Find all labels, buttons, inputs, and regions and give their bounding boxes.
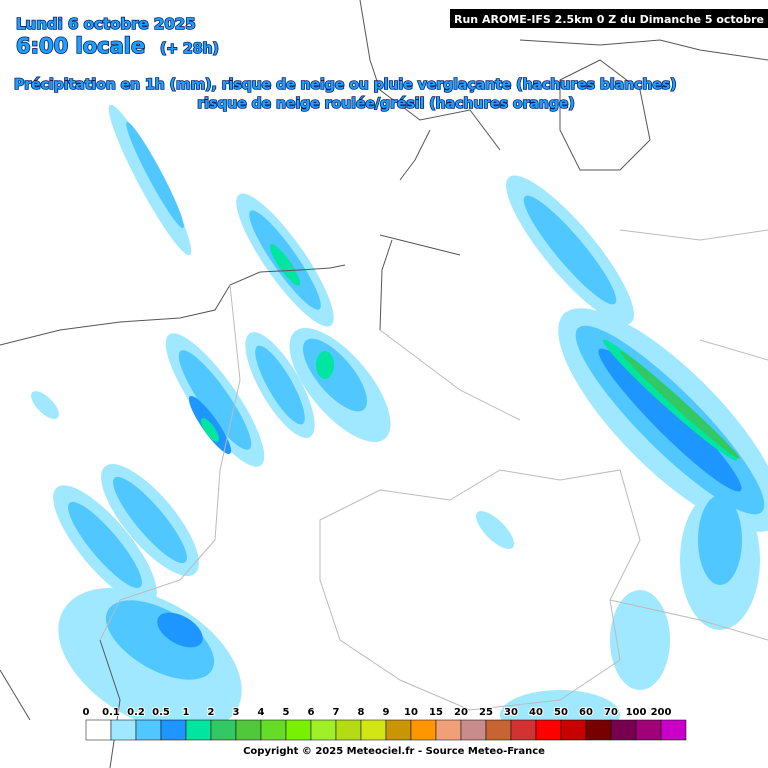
legend-label: 0.1: [102, 707, 120, 718]
legend-swatch: [435, 719, 462, 741]
legend-label: 5: [283, 707, 290, 718]
legend-label: 3: [233, 707, 240, 718]
legend-swatch: [585, 719, 612, 741]
legend-label: 1: [183, 707, 190, 718]
run-box: [450, 9, 768, 28]
legend-swatch: [460, 719, 487, 741]
legend-label: 8: [358, 707, 365, 718]
legend-label: 15: [429, 707, 443, 718]
legend-label: 10: [404, 707, 418, 718]
precipitation: [31, 104, 768, 740]
legend-swatch: [485, 719, 512, 741]
legend-label: 40: [529, 707, 543, 718]
legend-swatch: [160, 719, 187, 741]
legend-swatch: [135, 719, 162, 741]
legend-label: 0.5: [152, 707, 170, 718]
legend-swatch: [185, 719, 212, 741]
legend-swatch: [635, 719, 662, 741]
legend-swatch: [110, 719, 137, 741]
date-title: Lundi 6 octobre 2025: [16, 15, 196, 33]
legend-label: 30: [504, 707, 518, 718]
legend-label: 6: [308, 707, 315, 718]
legend-label: 25: [479, 707, 493, 718]
legend: 0 0.1 0.2 0.5 1 2 3 4 5 6 7 8 9 10 15 20 25 30 40 50 60 70 100…: [82, 706, 687, 741]
legend-label: 2: [208, 707, 215, 718]
legend-label: 20: [454, 707, 468, 718]
legend-label: 60: [579, 707, 593, 718]
lead-time: (+ 28h): [160, 41, 219, 57]
legend-label: 0: [83, 707, 90, 718]
legend-swatch: [410, 719, 437, 741]
legend-swatch: [360, 719, 387, 741]
legend-swatch: [510, 719, 537, 741]
legend-swatch: [610, 719, 637, 741]
legend-label: 9: [383, 707, 390, 718]
legend-swatch: [285, 719, 312, 741]
legend-swatch: [385, 719, 412, 741]
legend-label: 0.2: [127, 707, 145, 718]
legend-swatch: [235, 719, 262, 741]
legend-label: 7: [333, 707, 340, 718]
legend-swatch: [310, 719, 337, 741]
legend-label: 70: [604, 707, 618, 718]
legend-swatch: [535, 719, 562, 741]
legend-label: 4: [258, 707, 265, 718]
local-time: 6:00 locale: [16, 34, 145, 58]
run-info: Run AROME-IFS 2.5km 0 Z du Dimanche 5 oc…: [454, 13, 768, 26]
legend-swatch: [85, 719, 112, 741]
subtitle-line-1: Précipitation en 1h (mm), risque de neig…: [14, 77, 677, 93]
legend-swatch: [560, 719, 587, 741]
legend-label: 50: [554, 707, 568, 718]
legend-swatch: [660, 719, 687, 741]
copyright: Copyright © 2025 Meteociel.fr - Source M…: [243, 746, 545, 757]
legend-swatch: [260, 719, 287, 741]
legend-label: 200: [651, 707, 672, 718]
legend-label: 100: [626, 707, 647, 718]
legend-swatch: [335, 719, 362, 741]
legend-swatch: [210, 719, 237, 741]
subtitle-line-2: risque de neige roulée/grésil (hachures …: [197, 96, 575, 112]
